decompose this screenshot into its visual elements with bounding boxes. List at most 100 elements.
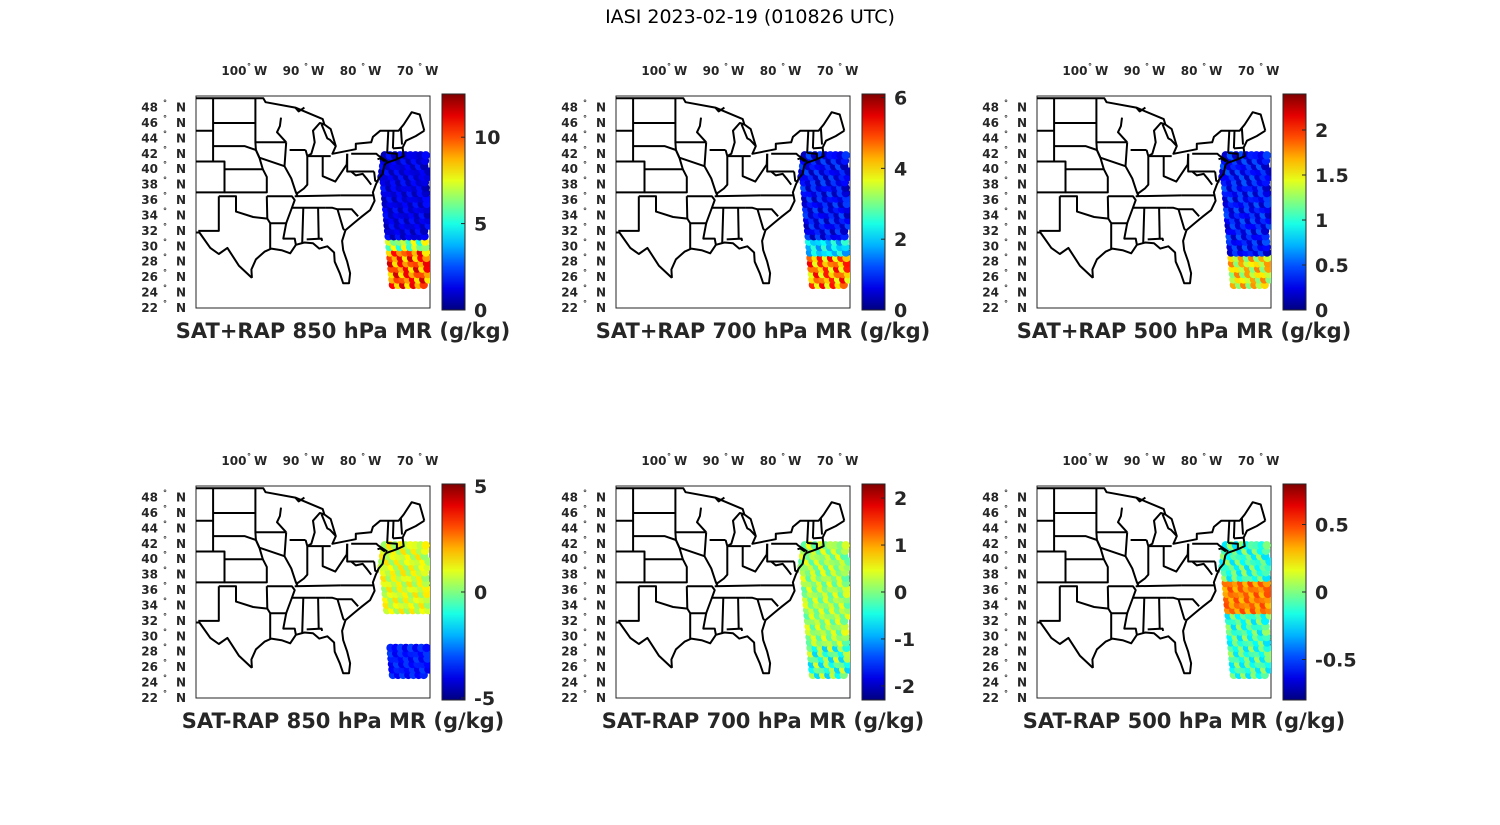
boundary-line bbox=[196, 487, 426, 545]
colorbar-tick-label: 10 bbox=[474, 127, 500, 149]
lat-label: 26 bbox=[141, 660, 158, 674]
boundary-line bbox=[770, 170, 793, 186]
boundary-line bbox=[198, 586, 220, 622]
lat-label: 44 bbox=[982, 131, 999, 145]
lat-hemisphere: N bbox=[596, 193, 606, 207]
boundary-line bbox=[726, 512, 745, 547]
lat-label: 42 bbox=[141, 147, 158, 161]
boundary-line bbox=[686, 195, 716, 224]
degree-mark: ° bbox=[163, 206, 167, 215]
figure-title: IASI 2023-02-19 (010826 UTC) bbox=[605, 6, 895, 28]
lat-label: 22 bbox=[982, 301, 999, 315]
boundary-line bbox=[346, 153, 375, 173]
boundary-line bbox=[276, 117, 287, 143]
boundary-line bbox=[1161, 124, 1178, 147]
boundary-line bbox=[1214, 561, 1220, 573]
lon-label: 70 bbox=[397, 454, 414, 468]
lat-hemisphere: N bbox=[176, 101, 186, 115]
lon-hemisphere: W bbox=[254, 64, 267, 78]
boundary-line bbox=[254, 488, 287, 534]
degree-mark: ° bbox=[418, 62, 422, 71]
boundary-line bbox=[690, 222, 717, 245]
lat-hemisphere: N bbox=[176, 491, 186, 505]
lat-hemisphere: N bbox=[596, 208, 606, 222]
lat-label: 24 bbox=[141, 286, 158, 300]
colorbar bbox=[861, 93, 886, 311]
degree-mark: ° bbox=[583, 489, 587, 498]
boundary-line bbox=[715, 539, 729, 585]
lat-label: 32 bbox=[561, 224, 578, 238]
lon-hemisphere: W bbox=[788, 454, 801, 468]
lon-label: 80 bbox=[760, 64, 777, 78]
boundary-line bbox=[295, 539, 309, 585]
swath-point bbox=[1262, 541, 1271, 550]
lat-label: 42 bbox=[561, 537, 578, 551]
degree-mark: ° bbox=[583, 145, 587, 154]
lat-hemisphere: N bbox=[176, 676, 186, 690]
boundary-line bbox=[254, 532, 285, 558]
degree-mark: ° bbox=[1004, 145, 1008, 154]
boundary-line bbox=[224, 168, 268, 194]
degree-mark: ° bbox=[1004, 519, 1008, 528]
lon-hemisphere: W bbox=[1095, 64, 1108, 78]
boundary-line bbox=[1191, 170, 1214, 186]
lat-hemisphere: N bbox=[176, 660, 186, 674]
boundary-line bbox=[1177, 599, 1187, 621]
boundary-line bbox=[196, 97, 426, 155]
boundary-line bbox=[1177, 209, 1187, 231]
lon-label: 100 bbox=[221, 454, 246, 468]
degree-mark: ° bbox=[163, 643, 167, 652]
degree-mark: ° bbox=[1004, 268, 1008, 277]
lat-label: 22 bbox=[141, 301, 158, 315]
boundary-line bbox=[1059, 585, 1110, 610]
lon-label: 70 bbox=[1238, 64, 1255, 78]
lon-label: 70 bbox=[397, 64, 414, 78]
boundary-line bbox=[250, 519, 425, 675]
lon-hemisphere: W bbox=[845, 454, 858, 468]
degree-mark: ° bbox=[1004, 581, 1008, 590]
lon-hemisphere: W bbox=[311, 64, 324, 78]
data-swath bbox=[797, 541, 850, 680]
degree-mark: ° bbox=[1004, 612, 1008, 621]
lat-label: 34 bbox=[141, 598, 158, 612]
lat-label: 38 bbox=[141, 178, 158, 192]
degree-mark: ° bbox=[583, 519, 587, 528]
boundary-line bbox=[306, 122, 325, 157]
lat-hemisphere: N bbox=[596, 629, 606, 643]
boundary-line bbox=[670, 129, 845, 285]
boundary-line bbox=[1136, 539, 1150, 585]
lat-label: 34 bbox=[561, 208, 578, 222]
degree-mark: ° bbox=[1004, 253, 1008, 262]
lon-label: 80 bbox=[340, 64, 357, 78]
degree-mark: ° bbox=[583, 581, 587, 590]
boundary-line bbox=[618, 586, 640, 622]
boundary-line bbox=[616, 160, 646, 194]
degree-mark: ° bbox=[583, 222, 587, 231]
degree-mark: ° bbox=[1004, 176, 1008, 185]
boundary-line bbox=[726, 237, 744, 242]
lat-label: 26 bbox=[141, 270, 158, 284]
lat-label: 46 bbox=[141, 116, 158, 130]
lat-hemisphere: N bbox=[596, 552, 606, 566]
degree-mark: ° bbox=[583, 176, 587, 185]
degree-mark: ° bbox=[583, 299, 587, 308]
boundary-line bbox=[399, 518, 403, 535]
boundary-line bbox=[1037, 231, 1094, 279]
degree-mark: ° bbox=[163, 504, 167, 513]
colorbar-tick-label: 1 bbox=[894, 535, 907, 557]
data-swath bbox=[797, 151, 850, 290]
colorbar-tick-label: 1.5 bbox=[1315, 165, 1349, 187]
boundary-line bbox=[638, 195, 689, 220]
lat-hemisphere: N bbox=[596, 147, 606, 161]
lat-label: 28 bbox=[561, 645, 578, 659]
lat-label: 42 bbox=[141, 537, 158, 551]
boundary-line bbox=[377, 547, 386, 553]
boundary-line bbox=[1107, 218, 1113, 249]
boundary-line bbox=[306, 237, 324, 242]
degree-mark: ° bbox=[163, 114, 167, 123]
degree-mark: ° bbox=[583, 191, 587, 200]
boundary-line bbox=[1192, 152, 1229, 163]
degree-mark: ° bbox=[1004, 627, 1008, 636]
lat-hemisphere: N bbox=[1017, 224, 1027, 238]
lat-hemisphere: N bbox=[596, 568, 606, 582]
